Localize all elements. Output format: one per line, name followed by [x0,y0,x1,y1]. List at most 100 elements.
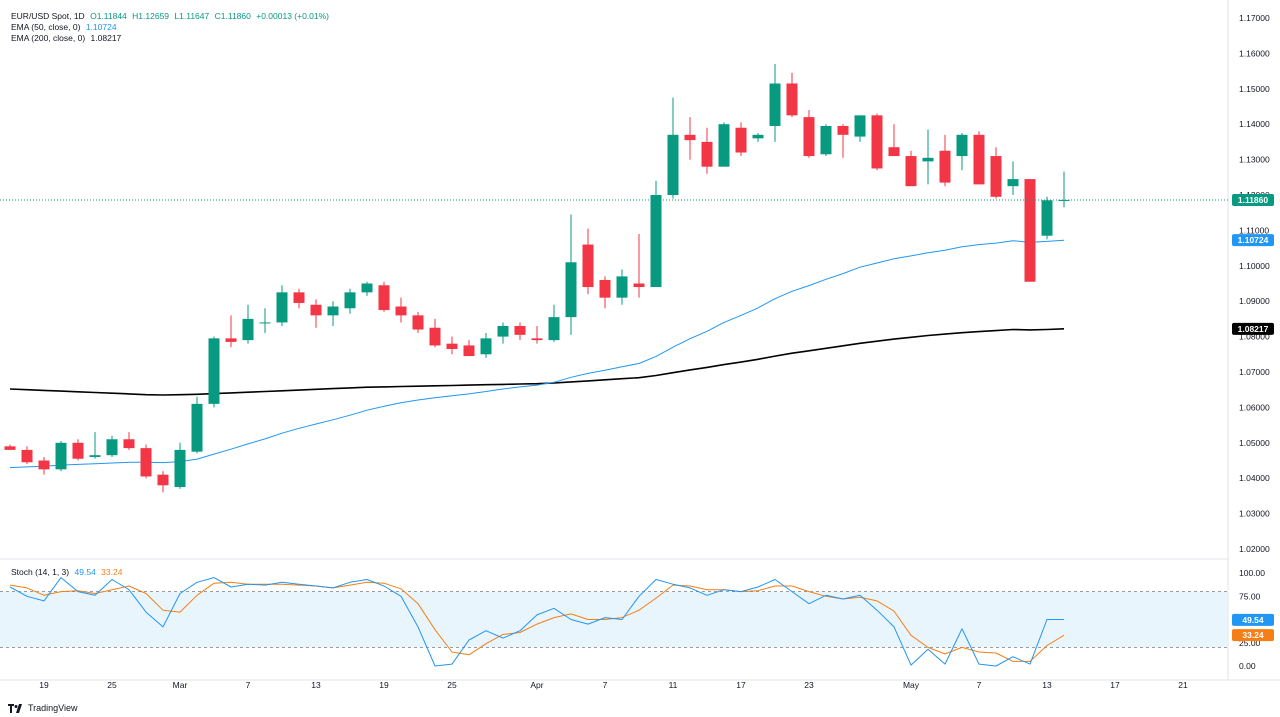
candle [174,442,186,489]
candle-body [361,283,373,293]
candle-body [599,279,611,298]
candle [1007,161,1019,195]
candle-body [939,150,951,183]
candle [395,297,407,323]
candle-body [1041,200,1053,236]
ema50-badge-text: 1.10724 [1238,235,1269,245]
time-tick-label: 7 [603,680,608,690]
price-tick-label: 1.04000 [1239,473,1270,483]
time-tick-label: May [903,680,920,690]
candle [140,444,152,479]
legend-main: EUR/USD Spot, 1D O1.11844 H1.12659 L1.11… [11,11,329,21]
legend-low: L1.11647 [174,11,210,21]
time-tick-label: 19 [379,680,389,690]
candle-body [89,455,101,457]
time-tick-label: 23 [804,680,814,690]
candle-body [225,338,237,342]
candle-body [497,325,509,337]
candle [208,336,220,408]
legend-close: C1.11860 [214,11,251,21]
time-tick-label: 7 [977,680,982,690]
stoch-d-badge-text: 33.24 [1242,630,1264,640]
candle-body [633,283,645,288]
candle-body [735,127,747,153]
candle [310,299,322,328]
candle-body [854,115,866,137]
candle-body [480,338,492,355]
candle [327,301,339,326]
price-tick-label: 1.02000 [1239,544,1270,554]
candle [412,311,424,334]
candle [225,315,237,348]
time-tick-label: 25 [107,680,117,690]
legend-high: H1.12659 [132,11,170,21]
candle [650,180,662,288]
stoch-k-value: 49.54 [74,567,96,577]
grid [0,0,1280,681]
time-tick-label: Apr [530,680,543,690]
candle [1024,179,1036,282]
candle [548,304,560,342]
candle-body [956,134,968,157]
candle-body [446,343,458,349]
price-tick-label: 1.17000 [1239,13,1270,23]
candle-body [684,134,696,141]
candle [4,444,16,450]
time-tick-label: 25 [447,680,457,690]
candle [72,439,84,461]
candle-body [1007,179,1019,187]
legend-ema200: EMA (200, close, 0) 1.08217 [11,33,121,43]
candle-body [72,442,84,459]
ema50-badge-box [1232,234,1274,247]
candle [599,276,611,309]
tradingview-brand[interactable]: TradingView [8,703,78,713]
candle-body [803,117,815,157]
price-tick-label: 1.03000 [1239,509,1270,519]
candle-body [174,449,186,488]
candle [293,288,305,309]
stoch-tick-label: 100.00 [1239,568,1265,578]
candle [837,124,849,158]
ema200-label: EMA (200, close, 0) [11,33,86,43]
stoch-tick-label: 25.00 [1239,638,1261,648]
price-tick-label: 1.15000 [1239,84,1270,94]
stoch-k-badge-text: 49.54 [1242,615,1264,625]
candle-body [140,448,152,477]
legend-open: O1.11844 [90,11,127,21]
candle [854,115,866,142]
candle [157,471,169,493]
candle-body [905,156,917,187]
candle [633,233,645,298]
candle-body [191,403,203,452]
candle-body [344,292,356,309]
candle [735,122,747,157]
ema50-value: 1.10724 [85,22,117,32]
price-tick-label: 1.08000 [1239,332,1270,342]
candle-body [820,125,832,155]
stoch-k-line [9,577,1064,667]
legend-ema50: EMA (50, close, 0) 1.10724 [11,22,117,32]
stoch-k-badge: 49.54 [1232,613,1274,626]
price-pane [0,64,1228,493]
candle-body [871,115,883,169]
time-tick-label: 21 [1178,680,1188,690]
candle [123,432,135,450]
candle-body [888,147,900,157]
candle [531,325,543,344]
stoch-d-value: 33.24 [101,567,123,577]
price-tick-label: 1.07000 [1239,367,1270,377]
candle [1058,171,1070,208]
candle-body [718,124,730,167]
candle [718,122,730,167]
candle [276,285,288,326]
time-tick-label: 13 [311,680,321,690]
candle-body [4,446,16,450]
candle [446,336,458,355]
price-badges: 1.11860 1.10724 1.08217 49.54 33.24 [1232,193,1274,642]
price-tick-label: 1.06000 [1239,402,1270,412]
time-tick-label: 11 [669,680,678,690]
legend-symbol: EUR/USD Spot, 1D [11,11,85,21]
candle [956,133,968,171]
candle-body [667,134,679,195]
